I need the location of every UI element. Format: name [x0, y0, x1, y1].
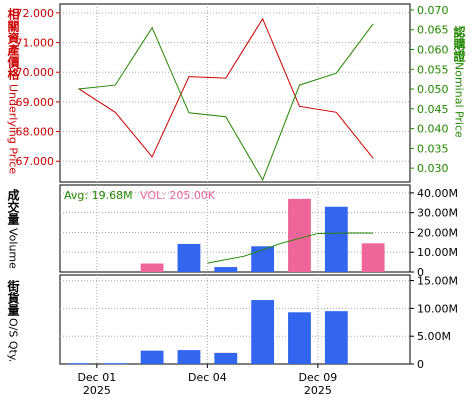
left-tick-label: 72.000: [16, 7, 55, 20]
left-tick-label: 71.000: [16, 37, 55, 50]
price-panel-frame: [59, 3, 411, 183]
osqty-axis-title-cn: 街貨量: [6, 279, 20, 316]
underlying-price-line: [78, 17, 374, 159]
current-volume-label: VOL: 205.00K: [140, 189, 216, 202]
osqty-bar: [288, 312, 311, 364]
left-axis-title-en: Underlying Price: [7, 84, 20, 174]
right-tick-label: 0.030: [417, 162, 449, 175]
volume-axis-title-cn: 成交量: [6, 188, 20, 225]
left-tick-label: 67.000: [16, 155, 55, 168]
osqty-bar: [140, 350, 164, 364]
osqty-bar: [324, 311, 348, 364]
x-tick-label: Dec 04: [188, 371, 227, 384]
osqty-tick-label: 0: [417, 358, 424, 371]
volume-tick-label: 20.00M: [417, 226, 458, 239]
avg-volume-label: Avg: 19.68M: [64, 189, 133, 202]
osqty-tick-label: 10.00M: [417, 302, 458, 315]
osqty-panel-frame: [59, 274, 411, 365]
nominal-price-line: [78, 23, 374, 182]
osqty-axis-title-en: O/S Qty.: [7, 318, 20, 362]
left-tick-label: 70.000: [16, 66, 55, 79]
osqty-bar: [103, 363, 127, 365]
osqty-bar: [177, 350, 201, 364]
x-tick-label: Dec 01: [77, 371, 116, 384]
osqty-bar: [67, 363, 90, 365]
osqty-tick-label: 5.00M: [417, 330, 451, 343]
x-tick-year: 2025: [304, 384, 332, 397]
right-tick-label: 0.065: [417, 24, 449, 37]
right-tick-label: 0.040: [417, 123, 449, 136]
volume-tick-label: 40.00M: [417, 187, 458, 200]
right-tick-label: 0.045: [417, 103, 449, 116]
right-axis-title-cn: 認購證: [452, 25, 466, 63]
volume-bar: [288, 198, 311, 272]
x-tick-year: 2025: [83, 384, 111, 397]
osqty-bar: [214, 352, 238, 364]
right-axis-title-en: Nominal Price: [453, 62, 466, 138]
right-tick-label: 0.035: [417, 142, 449, 155]
average-volume-line: [207, 232, 374, 264]
left-axis-title-cn: 相關資產價格: [6, 7, 20, 81]
volume-bar: [324, 206, 348, 272]
volume-tick-label: 10.00M: [417, 246, 458, 259]
right-tick-label: 0.070: [417, 4, 449, 17]
volume-axis-title-en: Volume: [7, 228, 20, 269]
osqty-bar: [251, 300, 275, 364]
volume-bar: [214, 267, 238, 272]
volume-bar: [251, 246, 275, 272]
x-tick-label: Dec 09: [299, 371, 338, 384]
right-tick-label: 0.055: [417, 63, 449, 76]
volume-bar: [177, 243, 201, 272]
left-tick-label: 69.000: [16, 96, 55, 109]
left-tick-label: 68.000: [16, 126, 55, 139]
volume-bar: [140, 263, 164, 272]
volume-tick-label: 30.00M: [417, 207, 458, 220]
osqty-tick-label: 15.00M: [417, 275, 458, 288]
volume-tick-label: 0: [417, 266, 424, 279]
right-tick-label: 0.050: [417, 83, 449, 96]
volume-bar: [361, 243, 385, 272]
right-tick-label: 0.060: [417, 43, 449, 56]
